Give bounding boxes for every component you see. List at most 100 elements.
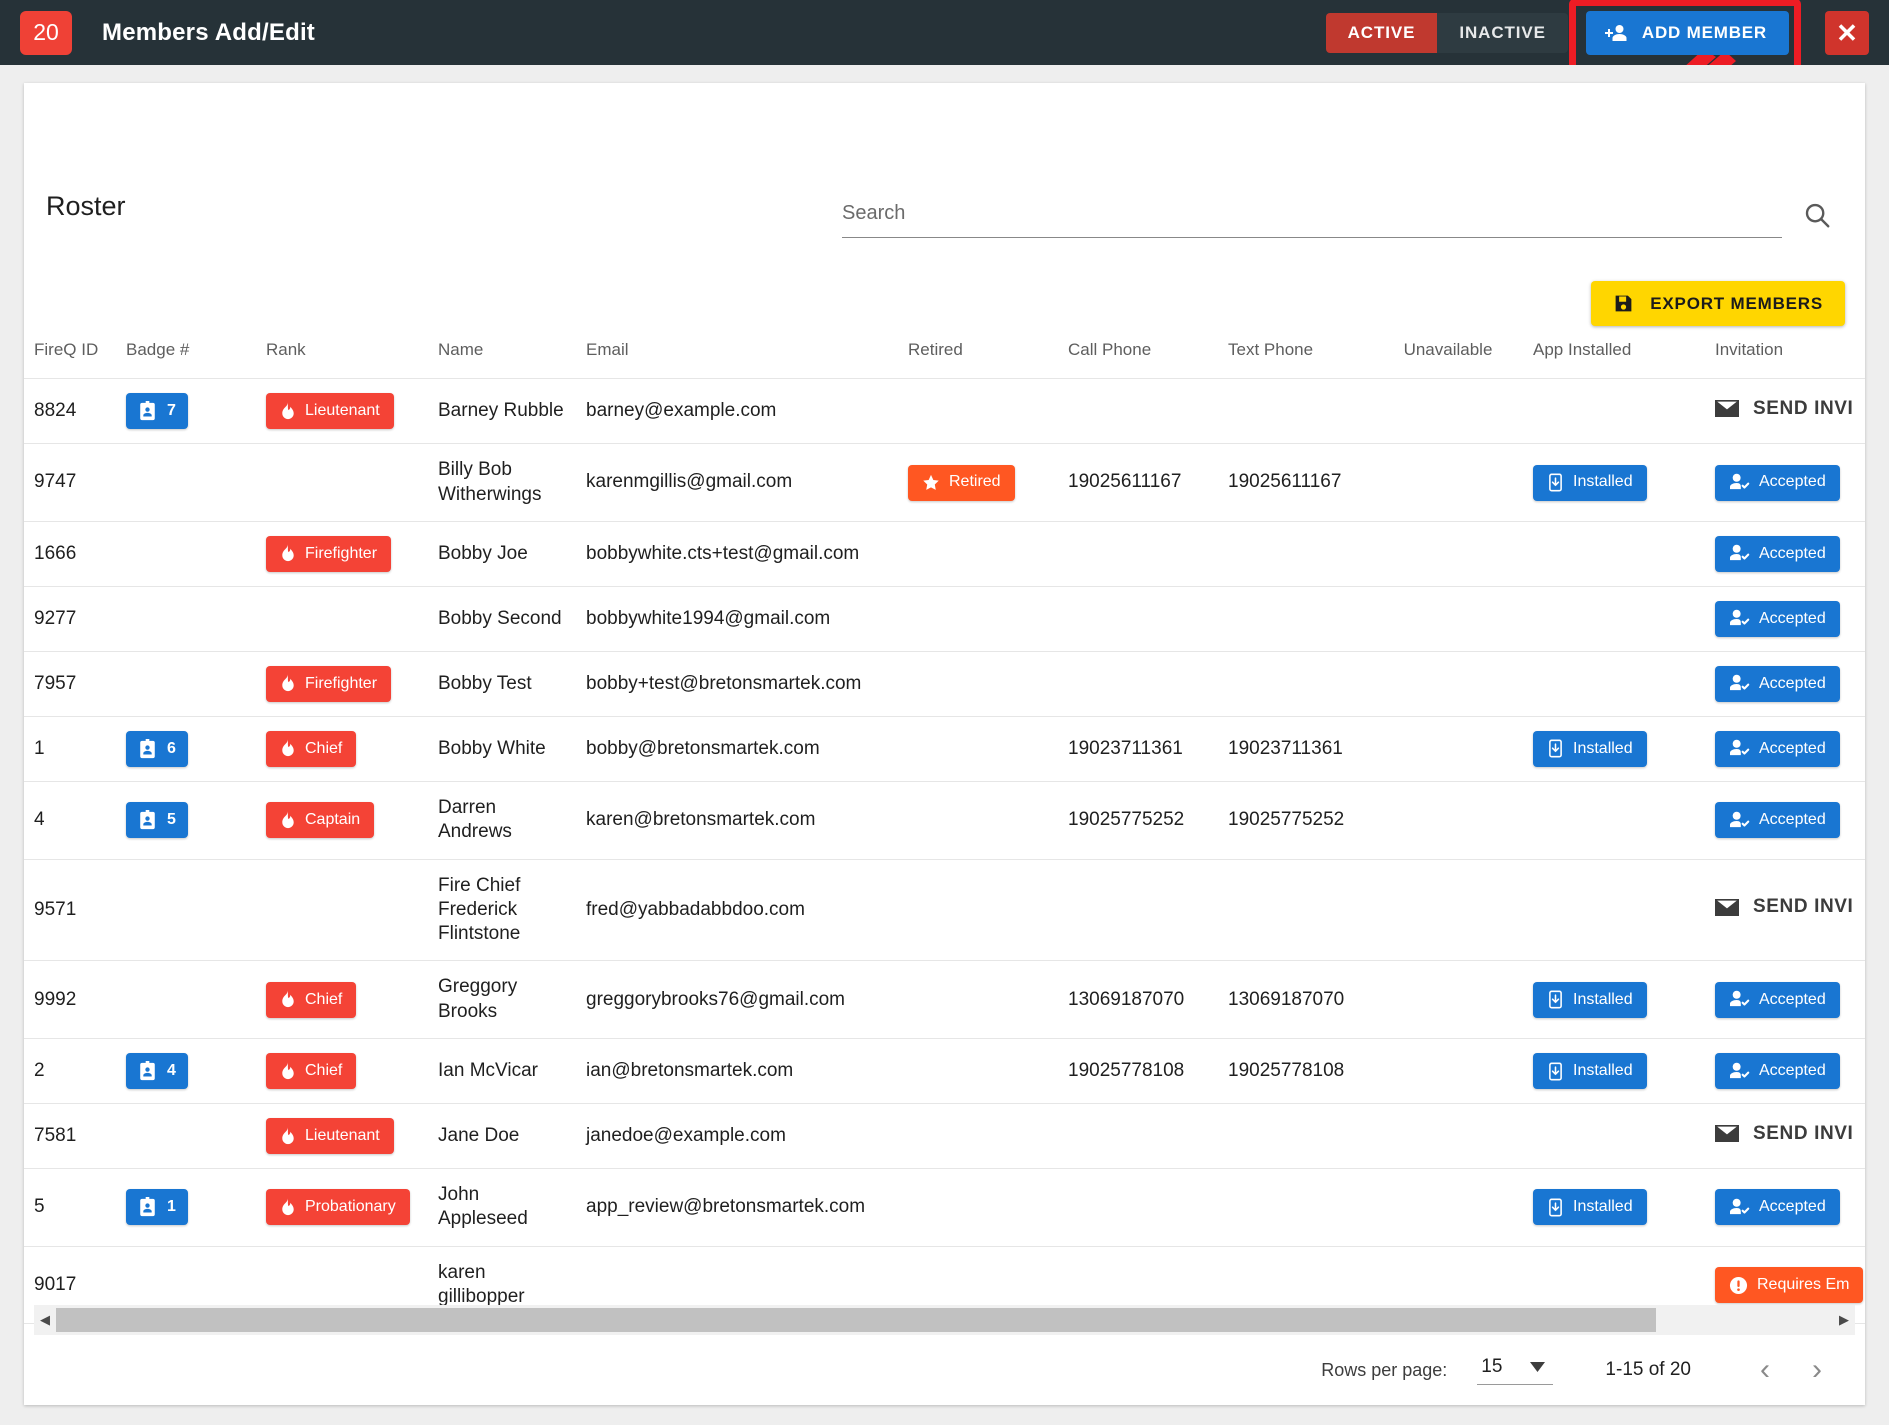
accepted-chip[interactable]: Accepted — [1715, 802, 1840, 839]
installed-chip[interactable]: Installed — [1533, 981, 1647, 1018]
badge-number-chip[interactable]: 1 — [126, 1189, 188, 1226]
cell-badge-number[interactable]: 6 — [116, 715, 256, 782]
rank-chip[interactable]: Chief — [266, 1053, 357, 1090]
roster-table-scroll[interactable]: FireQ ID Badge # Rank Name Email Retired… — [24, 331, 1865, 1353]
requires-email-chip[interactable]: Requires Em — [1715, 1267, 1864, 1303]
accepted-chip[interactable]: Accepted — [1715, 1189, 1840, 1226]
previous-page-button[interactable]: ‹ — [1739, 1344, 1791, 1396]
cell-badge-number[interactable]: 7 — [116, 378, 256, 444]
cell-invitation[interactable]: Accepted — [1705, 780, 1865, 859]
accepted-chip[interactable]: Accepted — [1715, 535, 1840, 572]
rank-chip[interactable]: Firefighter — [266, 665, 392, 702]
chevron-left-icon: ‹ — [1760, 1353, 1770, 1386]
retired-chip[interactable]: Retired — [908, 464, 1015, 501]
rank-chip[interactable]: Firefighter — [266, 535, 392, 572]
cell-rank[interactable]: Chief — [256, 960, 428, 1039]
cell-app-installed — [1523, 780, 1705, 859]
accepted-chip[interactable]: Accepted — [1715, 1053, 1840, 1090]
cell-rank[interactable]: Firefighter — [256, 650, 428, 717]
installed-chip[interactable]: Installed — [1533, 1053, 1647, 1090]
installed-chip[interactable]: Installed — [1533, 1189, 1647, 1226]
rank-chip[interactable]: Lieutenant — [266, 393, 394, 430]
table-row[interactable]: 5 1 Probationary John Appleseed app_review@b… — [24, 1168, 1865, 1247]
rows-per-page-select[interactable]: 15 — [1477, 1356, 1554, 1385]
table-row[interactable]: 8824 7 Lieutenant Barney Rubble barney@examp… — [24, 378, 1865, 444]
cell-retired[interactable]: Retired — [898, 443, 1058, 522]
scrollbar-track[interactable] — [56, 1308, 1833, 1332]
table-row[interactable]: 9277 Bobby Second bobbywhite1994@gmail.com… — [24, 585, 1865, 652]
send-invite-button[interactable]: SEND INVI — [1715, 1122, 1853, 1146]
cell-invitation[interactable]: Accepted — [1705, 650, 1865, 717]
rank-chip[interactable]: Chief — [266, 730, 357, 767]
horizontal-scrollbar[interactable]: ◀ ▶ — [34, 1305, 1855, 1335]
cell-badge-number[interactable]: 4 — [116, 1038, 256, 1104]
rank-chip[interactable]: Probationary — [266, 1189, 410, 1226]
search-icon[interactable] — [1802, 200, 1832, 230]
col-header-badge: Badge # — [126, 340, 190, 359]
cell-app-installed[interactable]: Installed — [1523, 443, 1705, 522]
cell-app-installed[interactable]: Installed — [1523, 715, 1705, 782]
search-input[interactable] — [842, 198, 1782, 238]
cell-rank[interactable]: Probationary — [256, 1168, 428, 1247]
table-row[interactable]: 2 4 Chief Ian McVicar ian@bretonsmartek.com 1… — [24, 1038, 1865, 1104]
scroll-left-arrow[interactable]: ◀ — [40, 1312, 50, 1327]
close-button[interactable]: ✕ — [1825, 10, 1869, 55]
table-row[interactable]: 4 5 Captain Darren Andrews karen@bretonsmart… — [24, 780, 1865, 859]
cell-invitation[interactable]: Accepted — [1705, 1168, 1865, 1247]
table-row[interactable]: 9747 Billy Bob Witherwings karenmgillis@gm… — [24, 443, 1865, 522]
scroll-right-arrow[interactable]: ▶ — [1839, 1312, 1849, 1327]
next-page-button[interactable]: › — [1791, 1344, 1843, 1396]
cell-retired — [898, 715, 1058, 782]
cell-app-installed[interactable]: Installed — [1523, 1038, 1705, 1104]
add-member-button[interactable]: ADD MEMBER — [1585, 10, 1789, 55]
badge-number-chip[interactable]: 4 — [126, 1053, 188, 1090]
accepted-chip[interactable]: Accepted — [1715, 464, 1840, 501]
table-row[interactable]: 1 6 Chief Bobby White bobby@bretonsmartek.co… — [24, 715, 1865, 782]
cell-app-installed[interactable]: Installed — [1523, 1168, 1705, 1247]
send-invite-button[interactable]: SEND INVI — [1715, 895, 1853, 919]
rank-chip[interactable]: Chief — [266, 981, 357, 1018]
badge-number-chip[interactable]: 5 — [126, 802, 188, 839]
accepted-chip[interactable]: Accepted — [1715, 600, 1840, 637]
person-check-icon — [1729, 1198, 1750, 1217]
filter-inactive-button[interactable]: INACTIVE — [1437, 12, 1568, 53]
accepted-chip[interactable]: Accepted — [1715, 981, 1840, 1018]
accepted-chip[interactable]: Accepted — [1715, 665, 1840, 702]
table-row[interactable]: 9992 Chief Greggory Brooks greggorybrooks76… — [24, 960, 1865, 1039]
badge-number-chip[interactable]: 6 — [126, 730, 188, 767]
table-row[interactable]: 7581 Lieutenant Jane Doe janedoe@example.co… — [24, 1103, 1865, 1169]
cell-invitation[interactable]: Accepted — [1705, 443, 1865, 522]
badge-number-chip[interactable]: 7 — [126, 393, 188, 430]
cell-app-installed[interactable]: Installed — [1523, 960, 1705, 1039]
cell-rank[interactable]: Lieutenant — [256, 1103, 428, 1169]
installed-chip[interactable]: Installed — [1533, 464, 1647, 501]
cell-badge-number[interactable]: 5 — [116, 780, 256, 859]
cell-rank[interactable]: Firefighter — [256, 520, 428, 587]
cell-invitation[interactable]: SEND INVI — [1705, 378, 1865, 444]
rank-chip[interactable]: Lieutenant — [266, 1118, 394, 1155]
cell-invitation[interactable]: Accepted — [1705, 520, 1865, 587]
export-members-button[interactable]: EXPORT MEMBERS — [1591, 281, 1845, 326]
cell-invitation[interactable]: Accepted — [1705, 960, 1865, 1039]
filter-active-button[interactable]: ACTIVE — [1325, 12, 1438, 53]
accepted-chip[interactable]: Accepted — [1715, 730, 1840, 767]
cell-invitation[interactable]: SEND INVI — [1705, 1103, 1865, 1169]
cell-rank[interactable]: Lieutenant — [256, 378, 428, 444]
cell-rank[interactable]: Chief — [256, 715, 428, 782]
send-invite-button[interactable]: SEND INVI — [1715, 397, 1853, 421]
cell-fireq-id: 1666 — [24, 520, 116, 587]
cell-name: Bobby Second — [428, 585, 576, 652]
cell-invitation[interactable]: Accepted — [1705, 715, 1865, 782]
table-row[interactable]: 1666 Firefighter Bobby Joe bobbywhite.cts+t… — [24, 520, 1865, 587]
installed-chip[interactable]: Installed — [1533, 730, 1647, 767]
table-row[interactable]: 9571 Fire Chief Frederick Flintstone fred@… — [24, 858, 1865, 961]
cell-invitation[interactable]: Accepted — [1705, 1038, 1865, 1104]
cell-rank[interactable]: Chief — [256, 1038, 428, 1104]
cell-rank[interactable]: Captain — [256, 780, 428, 859]
cell-badge-number[interactable]: 1 — [116, 1168, 256, 1247]
cell-invitation[interactable]: SEND INVI — [1705, 858, 1865, 961]
rank-chip[interactable]: Captain — [266, 802, 375, 839]
table-row[interactable]: 7957 Firefighter Bobby Test bobby+test@bret… — [24, 650, 1865, 717]
cell-invitation[interactable]: Accepted — [1705, 585, 1865, 652]
scrollbar-thumb[interactable] — [56, 1308, 1656, 1332]
